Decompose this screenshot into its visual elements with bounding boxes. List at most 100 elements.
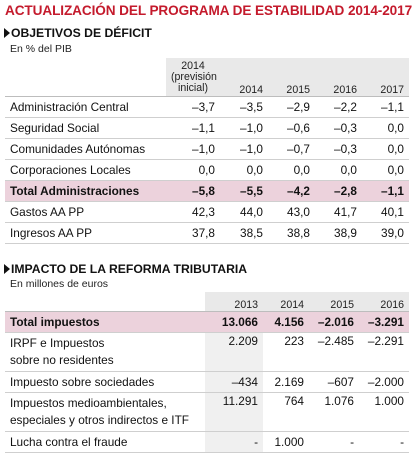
reforma-row-label: Lucha contra el fraude [5,431,205,453]
deficit-cell: 43,0 [268,201,315,223]
deficit-cell: –1,1 [166,117,220,139]
deficit-cell: –1,1 [362,96,409,118]
deficit-header-blank [5,58,166,97]
reforma-header-blank [5,292,205,312]
reforma-cell: 1.000 [263,431,309,453]
deficit-column-header: 2014 [220,58,268,97]
deficit-cell: –5,8 [166,180,220,202]
deficit-table-row: Seguridad Social –1,1 –1,0 –0,6 –0,3 0,0 [5,117,409,139]
reforma-column-header: 2016 [359,292,409,312]
deficit-cell: 38,8 [268,222,315,244]
deficit-cell: 0,0 [362,117,409,139]
reforma-cell: 11.291 [205,392,263,432]
reforma-column-header: 2014 [263,292,309,312]
deficit-row-label: Comunidades Autónomas [5,138,166,160]
reforma-cell: –2.291 [359,332,409,372]
deficit-cell: –0,7 [268,138,315,160]
deficit-cell: –3,5 [220,96,268,118]
reforma-table: 2013 2014 2015 2016 Total impuestos 13.066 4.1… [5,292,409,453]
document-title: ACTUALIZACIÓN DEL PROGRAMA DE ESTABILIDA… [5,3,413,18]
reforma-table-row: Impuesto sobre sociedades –434 2.169 –607 –2… [5,371,409,393]
deficit-row-label: Corporaciones Locales [5,159,166,181]
reforma-column-header: 2015 [309,292,359,312]
deficit-table-row: Gastos AA PP 42,3 44,0 43,0 41,7 40,1 [5,201,409,223]
deficit-row-label: Total Administraciones [5,180,166,202]
deficit-column-header: 2014 (previsión inicial) [166,58,220,97]
deficit-cell: 0,0 [362,159,409,181]
deficit-cell: 44,0 [220,201,268,223]
reforma-cell: –3.291 [359,311,409,333]
deficit-cell: 38,9 [315,222,362,244]
deficit-cell: 0,0 [362,138,409,160]
deficit-cell: 0,0 [220,159,268,181]
reforma-table-row: IRPF e Impuestos sobre no residentes 2.209… [5,332,409,372]
deficit-cell: 38,5 [220,222,268,244]
reforma-cell: 764 [263,392,309,432]
reforma-cell: –2.016 [309,311,359,333]
reforma-row-label: Impuestos medioambientales, especiales y … [5,392,205,432]
deficit-cell: 40,1 [362,201,409,223]
deficit-cell: –2,9 [268,96,315,118]
reforma-column-header: 2013 [205,292,263,312]
deficit-cell: –2,2 [315,96,362,118]
deficit-cell: –3,7 [166,96,220,118]
reforma-unit: En millones de euros [10,278,109,290]
deficit-table-row: Administración Central –3,7 –3,5 –2,9 –2,2 –1… [5,96,409,118]
reforma-table-row: Lucha contra el fraude -1.000- - [5,431,409,453]
deficit-cell: –0,3 [315,117,362,139]
reforma-table-row: Impuestos medioambientales, especiales y … [5,392,409,432]
deficit-row-label: Seguridad Social [5,117,166,139]
deficit-cell: 0,0 [315,159,362,181]
reforma-cell: –2.485 [309,332,359,372]
deficit-header-row: 2014 (previsión inicial) 2014 2015 2016 2017 [5,58,409,97]
reforma-cell: - [359,431,409,453]
deficit-table: 2014 (previsión inicial) 2014 2015 2016 2017 Ad… [5,58,409,244]
deficit-cell: –1,1 [362,180,409,202]
reforma-row-label: IRPF e Impuestos sobre no residentes [5,332,205,372]
deficit-cell: 39,0 [362,222,409,244]
deficit-heading: OBJETIVOS DE DÉFICIT [4,26,152,40]
arrow-right-icon [4,264,10,274]
deficit-cell: –1,0 [166,138,220,160]
deficit-cell: –1,0 [220,138,268,160]
deficit-table-row: Corporaciones Locales 0,0 0,0 0,0 0,0 0,0 [5,159,409,181]
reforma-cell: - [309,431,359,453]
reforma-row-label: Total impuestos [5,311,205,333]
deficit-row-label: Ingresos AA PP [5,222,166,244]
deficit-row-label: Administración Central [5,96,166,118]
reforma-cell: –434 [205,371,263,393]
deficit-row-label: Gastos AA PP [5,201,166,223]
deficit-cell: –5,5 [220,180,268,202]
deficit-table-row: Ingresos AA PP 37,8 38,5 38,8 38,9 39,0 [5,222,409,244]
reforma-cell: 13.066 [205,311,263,333]
reforma-heading-text: IMPACTO DE LA REFORMA TRIBUTARIA [11,262,248,276]
arrow-right-icon [4,28,10,38]
deficit-cell: 37,8 [166,222,220,244]
deficit-column-header: 2017 [362,58,409,97]
deficit-cell: –2,8 [315,180,362,202]
deficit-table-row: Comunidades Autónomas –1,0 –1,0 –0,7 –0,3 0,0 [5,138,409,160]
deficit-cell: 41,7 [315,201,362,223]
deficit-cell: –1,0 [220,117,268,139]
deficit-cell: 0,0 [268,159,315,181]
reforma-cell: –2.000 [359,371,409,393]
reforma-heading: IMPACTO DE LA REFORMA TRIBUTARIA [4,262,247,276]
deficit-column-header: 2015 [268,58,315,97]
deficit-cell: 42,3 [166,201,220,223]
reforma-row-label: Impuesto sobre sociedades [5,371,205,393]
deficit-column-header: 2016 [315,58,362,97]
reforma-cell: 223 [263,332,309,372]
reforma-cell: 1.076 [309,392,359,432]
deficit-unit: En % del PIB [10,43,72,55]
reforma-cell: - [205,431,263,453]
deficit-cell: –0,6 [268,117,315,139]
deficit-cell: 0,0 [166,159,220,181]
reforma-total-row: Total impuestos 13.066 4.156 –2.016 –3.291 [5,311,409,333]
reforma-cell: 1.000 [359,392,409,432]
reforma-cell: 2.169 [263,371,309,393]
deficit-total-row: Total Administraciones –5,8 –5,5 –4,2 –2,8 –1… [5,180,409,202]
reforma-cell: 2.209 [205,332,263,372]
deficit-heading-text: OBJETIVOS DE DÉFICIT [11,26,152,40]
reforma-cell: –607 [309,371,359,393]
reforma-header-row: 2013 2014 2015 2016 [5,292,409,312]
